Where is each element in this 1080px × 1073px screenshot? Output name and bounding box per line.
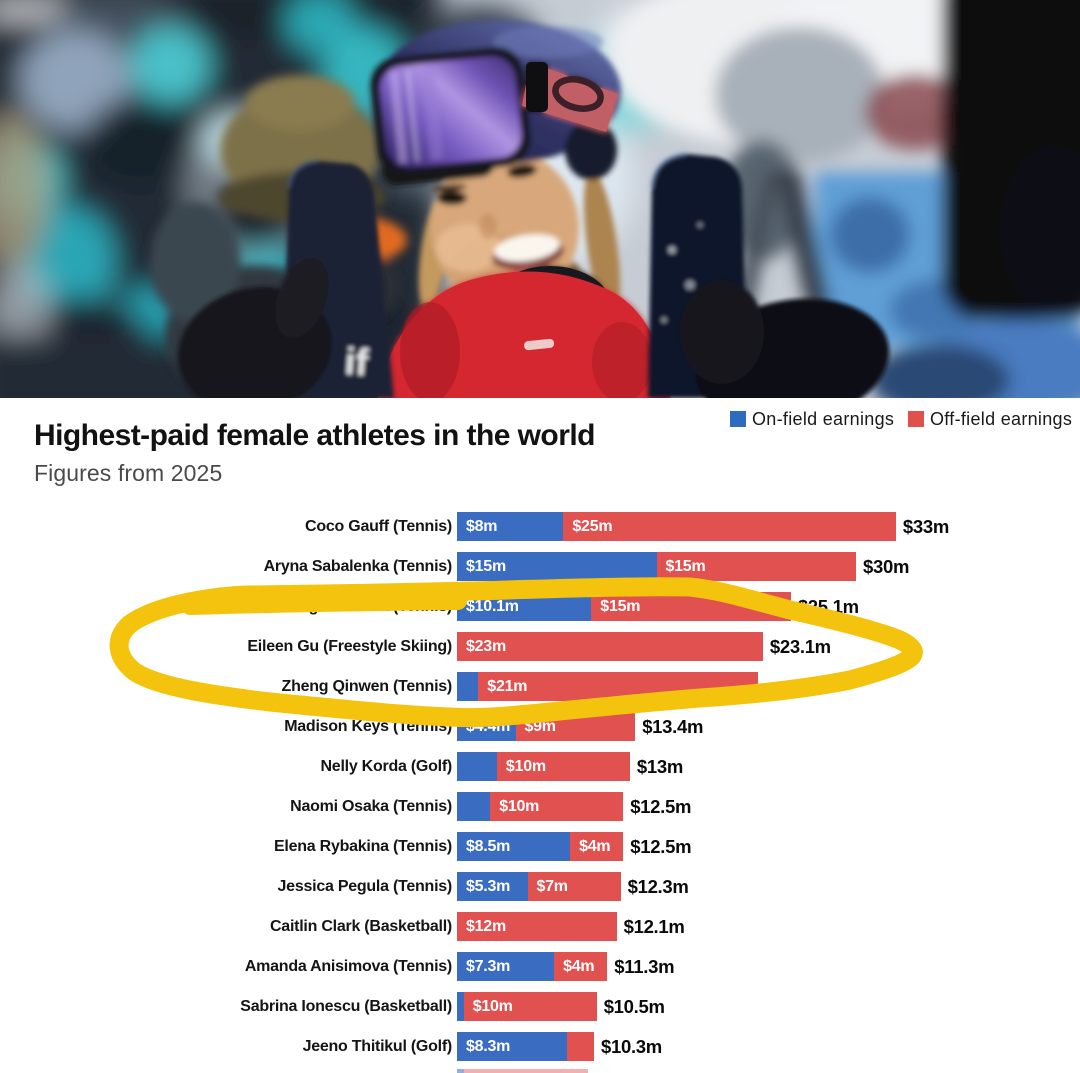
svg-text:if: if (343, 341, 369, 385)
